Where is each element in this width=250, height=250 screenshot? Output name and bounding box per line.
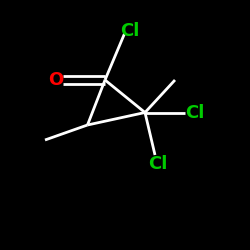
- Text: Cl: Cl: [148, 155, 168, 173]
- Text: O: O: [48, 71, 63, 89]
- Text: Cl: Cl: [120, 22, 139, 40]
- Text: Cl: Cl: [185, 104, 205, 122]
